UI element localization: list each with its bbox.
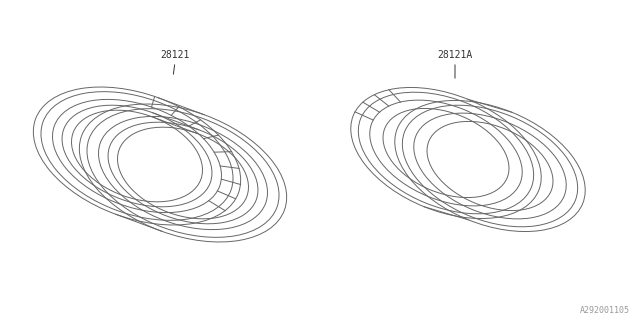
Text: A292001105: A292001105 [580, 306, 630, 315]
Text: 28121: 28121 [160, 50, 189, 60]
Text: 28121A: 28121A [437, 50, 472, 60]
